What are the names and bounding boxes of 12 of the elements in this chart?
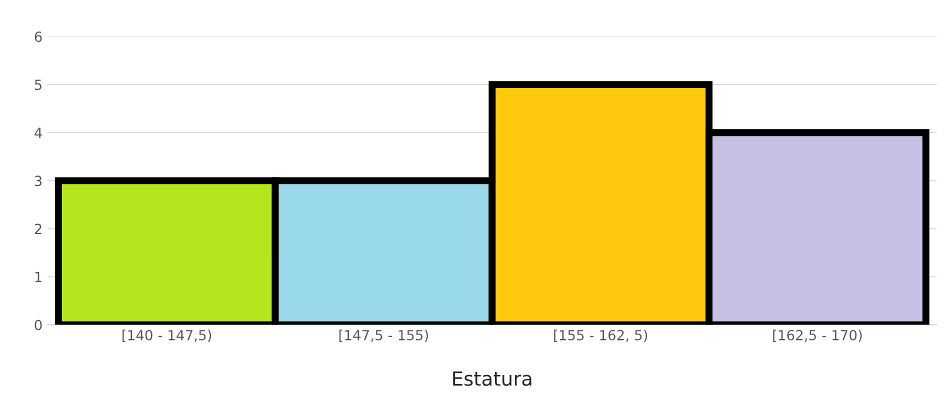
x-tick-label: [140 - 147,5) bbox=[122, 330, 212, 342]
x-tick-label: [147,5 - 155) bbox=[339, 330, 428, 342]
y-tick-label: 0 bbox=[34, 320, 42, 330]
y-tick-label: 5 bbox=[34, 80, 42, 90]
y-tick-label: 6 bbox=[34, 32, 42, 42]
x-tick-label: [155 - 162, 5) bbox=[554, 330, 648, 342]
x-tick-label: [162,5 - 170) bbox=[773, 330, 862, 342]
y-tick-label: 1 bbox=[35, 272, 42, 282]
y-tick-label: 4 bbox=[34, 128, 42, 138]
y-tick-label: 3 bbox=[34, 176, 42, 186]
y-tick-label: 2 bbox=[34, 224, 42, 234]
x-axis-title: Estatura bbox=[453, 371, 532, 386]
